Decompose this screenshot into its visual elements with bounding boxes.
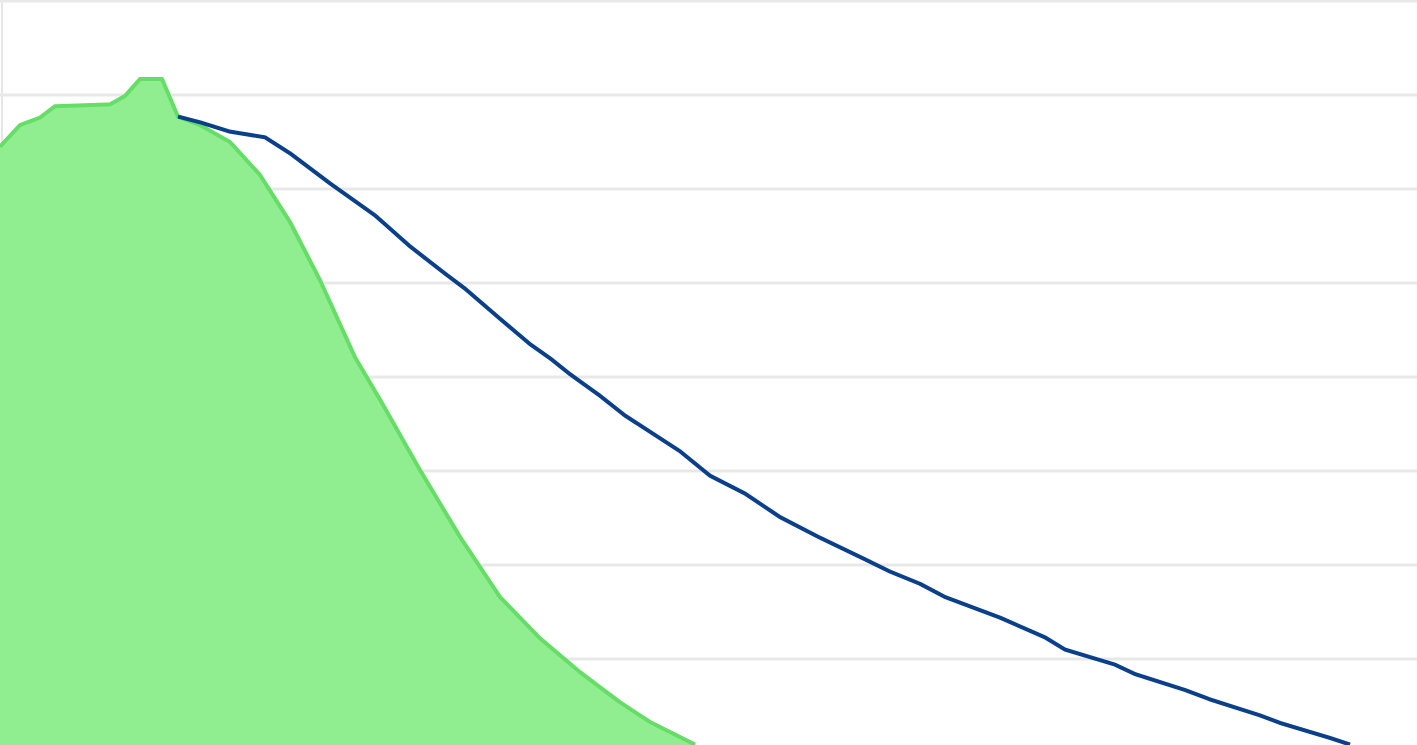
area-line [0, 77, 696, 745]
line [177, 114, 1351, 745]
area-fill [0, 79, 695, 745]
